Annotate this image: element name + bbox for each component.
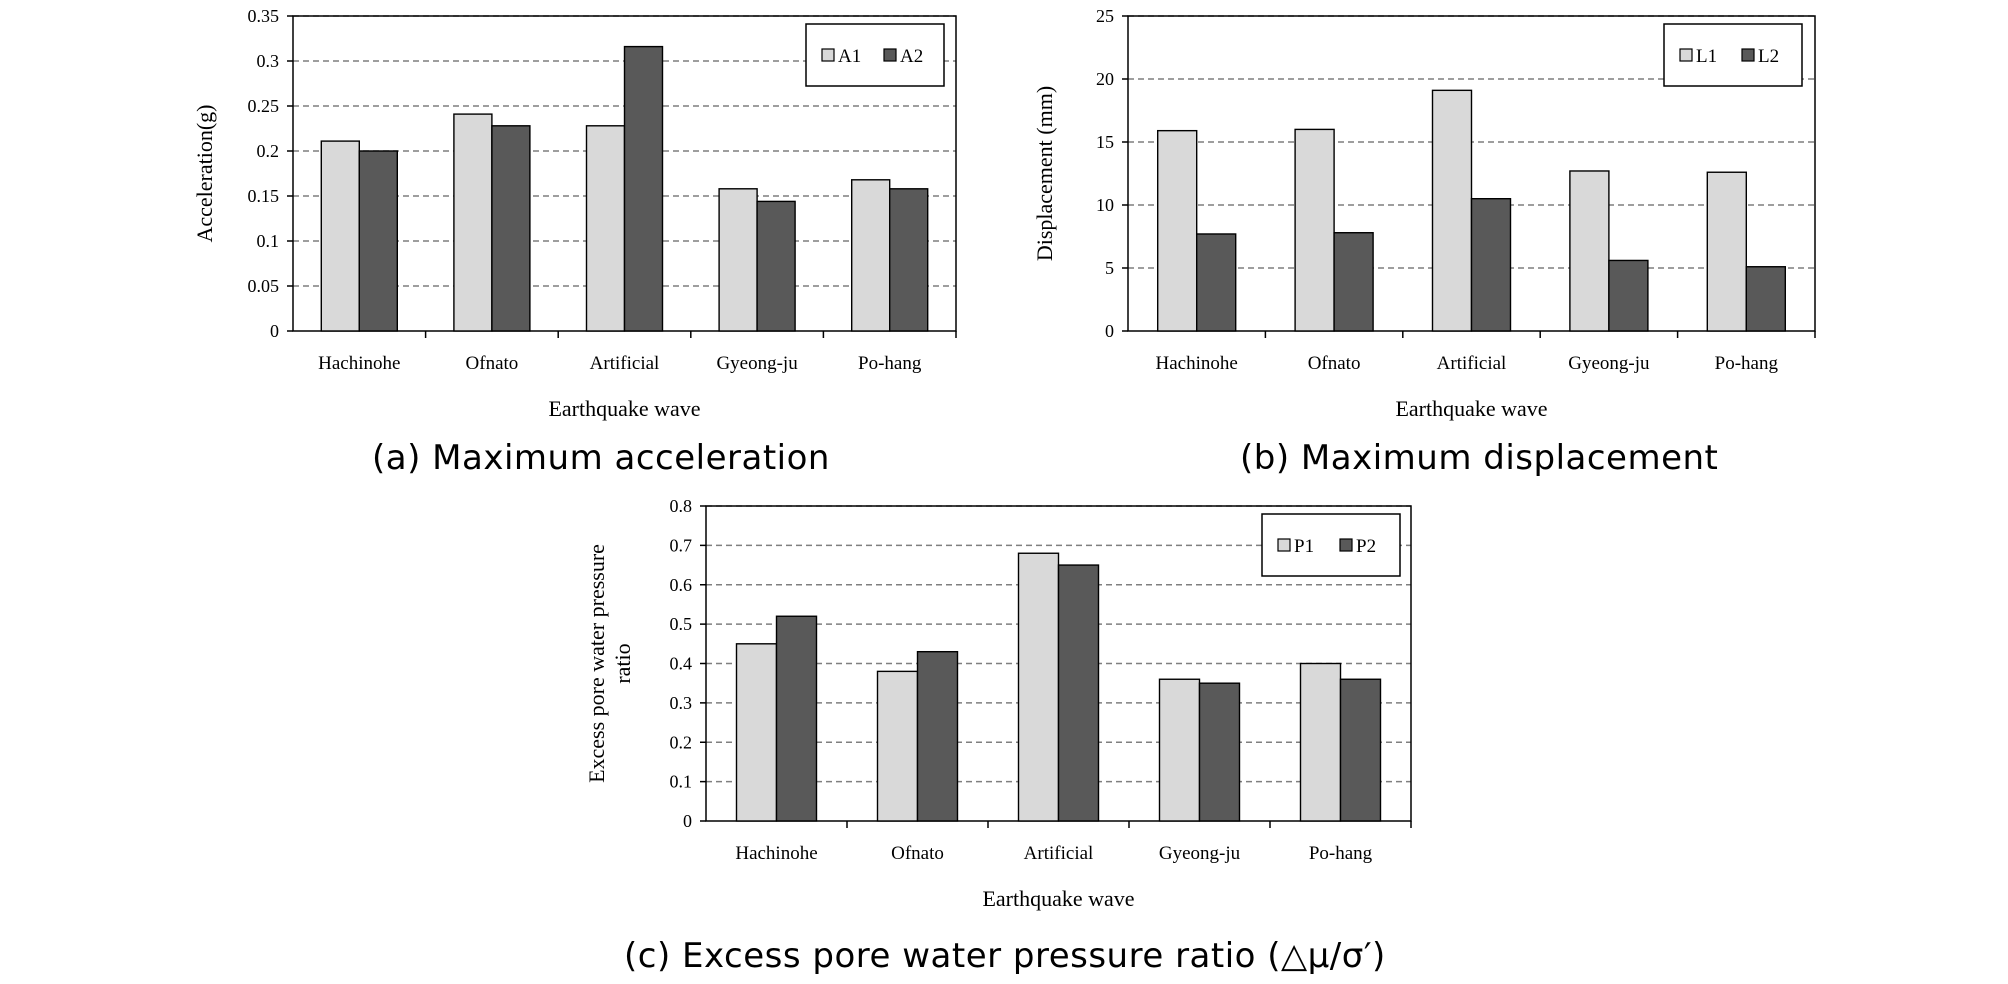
x-tick-label: Po-hang <box>1715 353 1779 374</box>
bar-p1-gyeong-ju <box>1158 678 1201 822</box>
bar-a2-po-hang <box>889 188 929 332</box>
bar-a1-artificial <box>585 125 626 332</box>
acceleration-chart: 0 0.05 0.1 0.15 0.2 0.25 0.3 0.35 Hachinohe Ofnat… <box>192 6 957 421</box>
y-tick-label: 20 <box>1096 69 1114 89</box>
y-axis-label: Excess pore water pressure <box>584 544 609 783</box>
legend-label-p1: P1 <box>1294 536 1314 557</box>
y-axis-label: ratio <box>610 643 635 683</box>
bar-p2-ofnato <box>916 650 959 822</box>
x-tick-label: Hachinohe <box>735 843 817 864</box>
bar-l1-artificial <box>1431 89 1473 332</box>
bar-p1-po-hang <box>1299 662 1342 822</box>
y-tick-label: 0.25 <box>248 96 280 116</box>
bar-a2-ofnato <box>491 125 531 332</box>
bar-a2-gyeong-ju <box>756 200 796 332</box>
x-axis-label: Earthquake wave <box>982 886 1134 911</box>
y-tick-label: 10 <box>1096 195 1114 215</box>
y-tick-label: 0.3 <box>670 693 693 713</box>
bar-a1-ofnato <box>453 113 493 332</box>
bar-l2-po-hang <box>1745 266 1786 332</box>
bar-l2-gyeong-ju <box>1608 259 1649 332</box>
y-axis-label: Acceleration(g) <box>192 104 217 242</box>
bar-l1-po-hang <box>1706 171 1747 332</box>
x-tick-label: Gyeong-ju <box>1568 353 1650 374</box>
y-tick-label: 0.1 <box>257 231 280 251</box>
x-tick-label: Ofnato <box>891 843 944 864</box>
x-tick-label: Ofnato <box>466 353 519 374</box>
y-tick-label: 0.8 <box>670 496 693 516</box>
bar-p1-artificial <box>1017 552 1060 822</box>
bar-l1-hachinohe <box>1156 129 1198 332</box>
x-tick-label: Gyeong-ju <box>716 353 798 374</box>
legend-label-a2: A2 <box>900 46 923 67</box>
y-tick-label: 0.15 <box>248 186 280 206</box>
bar-p1-hachinohe <box>735 643 778 822</box>
y-tick-label: 0.2 <box>670 732 693 752</box>
y-tick-label: 0 <box>1105 321 1114 341</box>
y-tick-label: 15 <box>1096 132 1114 152</box>
y-tick-label: 0 <box>683 811 692 831</box>
bar-p2-po-hang <box>1339 678 1382 822</box>
y-tick-label: 0.35 <box>248 6 280 26</box>
x-axis-label: Earthquake wave <box>1395 396 1547 421</box>
bar-a1-po-hang <box>851 179 891 332</box>
bar-p1-ofnato <box>876 670 919 822</box>
bar-l2-hachinohe <box>1195 233 1237 332</box>
y-tick-label: 0.2 <box>257 141 280 161</box>
x-tick-label: Gyeong-ju <box>1159 843 1241 864</box>
legend-label-p2: P2 <box>1356 536 1376 557</box>
x-tick-label: Hachinohe <box>318 353 400 374</box>
displacement-chart: 0 5 10 15 20 25 Hachinohe Ofnato Artificial Gyeon… <box>1032 6 1816 421</box>
x-tick-label: Ofnato <box>1308 353 1361 374</box>
legend-swatch-l2 <box>1741 48 1755 62</box>
bar-p2-hachinohe <box>775 615 818 822</box>
legend-swatch-p1 <box>1277 538 1291 552</box>
y-tick-label: 0.1 <box>670 772 693 792</box>
bar-p2-artificial <box>1057 564 1100 822</box>
legend-label-l2: L2 <box>1758 46 1779 67</box>
pore-pressure-chart: 0 0.1 0.2 0.3 0.4 0.5 0.6 0.7 0.8 Hachinohe Ofnato… <box>584 496 1412 911</box>
x-tick-label: Artificial <box>1024 843 1094 864</box>
y-tick-label: 25 <box>1096 6 1114 26</box>
bar-l1-ofnato <box>1294 128 1335 332</box>
y-tick-label: 5 <box>1105 258 1114 278</box>
caption-pore-pressure: (c) Excess pore water pressure ratio (△μ… <box>624 936 1386 976</box>
legend-swatch-a1 <box>821 48 835 62</box>
x-tick-label: Hachinohe <box>1156 353 1238 374</box>
legend-swatch-a2 <box>883 48 897 62</box>
x-tick-label: Artificial <box>1437 353 1507 374</box>
caption-displacement: (b) Maximum displacement <box>1240 438 1719 478</box>
bar-p2-gyeong-ju <box>1198 682 1241 822</box>
legend-swatch-p2 <box>1339 538 1353 552</box>
y-tick-label: 0.4 <box>670 654 693 674</box>
y-tick-label: 0.5 <box>670 614 693 634</box>
legend-label-a1: A1 <box>838 46 861 67</box>
legend-swatch-l1 <box>1679 48 1693 62</box>
y-axis-label: Displacement (mm) <box>1032 86 1057 261</box>
bar-l2-ofnato <box>1333 232 1374 332</box>
y-tick-label: 0.3 <box>257 51 280 71</box>
x-tick-label: Po-hang <box>1309 843 1373 864</box>
y-tick-label: 0.7 <box>670 535 693 555</box>
x-tick-label: Po-hang <box>858 353 922 374</box>
bar-a2-artificial <box>623 45 664 332</box>
y-tick-label: 0.6 <box>670 575 693 595</box>
y-tick-label: 0.05 <box>248 276 280 296</box>
bar-a1-gyeong-ju <box>718 188 758 332</box>
bar-a2-hachinohe <box>358 150 398 332</box>
y-tick-label: 0 <box>270 321 279 341</box>
legend-label-l1: L1 <box>1696 46 1717 67</box>
x-tick-label: Artificial <box>590 353 660 374</box>
caption-acceleration: (a) Maximum acceleration <box>372 438 830 478</box>
x-axis-label: Earthquake wave <box>548 396 700 421</box>
bar-l1-gyeong-ju <box>1569 170 1610 332</box>
bar-l2-artificial <box>1470 197 1512 332</box>
bar-a1-hachinohe <box>320 140 360 332</box>
